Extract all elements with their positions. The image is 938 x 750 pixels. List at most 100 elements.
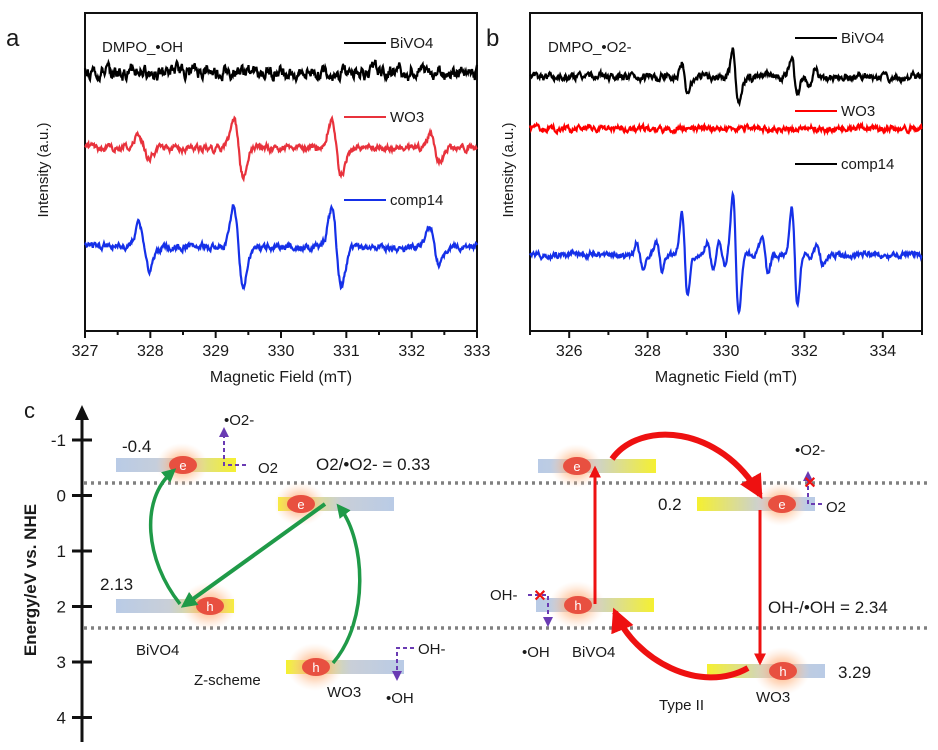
legend-label: BiVO4: [390, 35, 433, 52]
hole-icon: [302, 658, 330, 676]
electron-transfer-arrow: [609, 431, 763, 500]
hole-transfer-arrow: [611, 607, 750, 681]
panel-label-b: b: [486, 25, 499, 52]
electron-label: e: [778, 497, 785, 512]
traces-b: [528, 47, 924, 316]
x-tick-label: 327: [72, 343, 99, 360]
value-wo3-cb: 0.2: [658, 495, 682, 514]
x-tick-label: 332: [791, 343, 818, 360]
plot-frame-a: [84, 12, 478, 332]
legend-b: BiVO4 WO3 comp14: [795, 30, 894, 173]
x-tick-label: 328: [634, 343, 661, 360]
energy-tick-label: 1: [57, 542, 66, 561]
x-axis-label-a: Magnetic Field (mT): [210, 369, 352, 386]
product-o2-radical-z: •O2-: [224, 412, 254, 429]
x-tick-label: 330: [713, 343, 740, 360]
transfer-arrow: [148, 468, 182, 606]
legend-a: BiVO4 WO3 comp14: [344, 35, 443, 209]
energy-axis-label: Energy/eV vs. NHE: [21, 504, 40, 656]
scheme-label-z: Z-scheme: [194, 672, 261, 689]
product-oh-radical-z: •OH: [386, 690, 414, 707]
energy-tick-label: -1: [51, 431, 66, 450]
material-label-bivo4-z: BiVO4: [136, 642, 179, 659]
x-tick-label: 331: [333, 343, 360, 360]
electron-icon: [287, 495, 315, 513]
reactant-oh-t2: OH-: [490, 587, 518, 604]
reference-label-o2: O2/•O2- = 0.33: [316, 455, 430, 474]
hole-label: h: [206, 599, 213, 614]
type-ii-scheme: e h BiVO4 e 0.2 h 3.29 WO3 Type II: [490, 431, 871, 714]
hole-icon: [769, 662, 797, 680]
panel-a: a 327 328 329 330 331 332 333 DMPO_•OH Magneti…: [6, 12, 491, 386]
energy-tick-label: 2: [57, 598, 66, 617]
series-wo3-line: [528, 121, 923, 137]
hole-label: h: [574, 598, 581, 613]
series-bivo4-line: [529, 47, 924, 108]
transfer-arrow: [331, 503, 362, 665]
reaction-arrow-oh: [392, 647, 414, 681]
energy-ticks: -1 0 1 2 3 4: [51, 431, 92, 728]
panel-c: c -1 0 1 2 3 4 Energy/eV vs. NHE O2/•O2- = 0.…: [21, 398, 930, 742]
hole-icon: [564, 596, 592, 614]
x-tick-label: 332: [398, 343, 425, 360]
value-wo3-vb: 3.29: [838, 663, 871, 682]
y-axis-label-b: Intensity (a.u.): [500, 122, 517, 217]
x-tick-label: 333: [464, 343, 491, 360]
electron-label: e: [179, 458, 186, 473]
scheme-label-t2: Type II: [659, 697, 704, 714]
x-ticks-b: 326 328 330 332 334: [529, 331, 923, 360]
reactant-o2-t2: O2: [826, 499, 846, 516]
series-wo3-line: [84, 114, 478, 183]
energy-tick-label: 4: [57, 709, 66, 728]
hole-icon: [196, 597, 224, 615]
x-tick-label: 328: [137, 343, 164, 360]
reference-label-oh: OH-/•OH = 2.34: [768, 598, 888, 617]
energy-tick-label: 3: [57, 653, 66, 672]
material-label-bivo4-t2: BiVO4: [572, 644, 615, 661]
legend-label: BiVO4: [841, 30, 884, 47]
material-label-wo3-t2: WO3: [756, 689, 790, 706]
product-oh-radical-t2: •OH: [522, 644, 550, 661]
x-tick-label: 329: [202, 343, 229, 360]
reaction-arrow-o2-t2: [803, 471, 822, 505]
hole-label: h: [312, 660, 319, 675]
x-ticks-a: 327 328 329 330 331 332 333: [72, 331, 491, 360]
panel-label-a: a: [6, 25, 20, 52]
reactant-o2-z: O2: [258, 460, 278, 477]
legend-label: WO3: [390, 109, 424, 126]
z-scheme: e -0.4 h 2.13 BiVO4 e h WO3 Z-scheme: [100, 412, 446, 707]
hole-label: h: [779, 664, 786, 679]
blocked-x-icon: ✕: [803, 475, 816, 492]
panel-b: b 326 328 330 332 334 DMPO_•O2- Magnetic Fie…: [486, 12, 924, 386]
recombination-arrow: [180, 502, 327, 608]
x-tick-label: 330: [268, 343, 295, 360]
legend-label: comp14: [390, 192, 443, 209]
reaction-arrow-oh-t2: [528, 594, 553, 627]
traces-a: [83, 58, 479, 292]
electron-label: e: [297, 497, 304, 512]
product-o2-radical-t2: •O2-: [795, 442, 825, 459]
chart-title-a: DMPO_•OH: [102, 39, 183, 56]
x-axis-label-b: Magnetic Field (mT): [655, 369, 797, 386]
material-label-wo3-z: WO3: [327, 684, 361, 701]
legend-label: WO3: [841, 103, 875, 120]
x-tick-label: 334: [869, 343, 896, 360]
chart-title-b: DMPO_•O2-: [548, 39, 632, 56]
reaction-arrow-o2: [219, 427, 246, 466]
panel-label-c: c: [24, 398, 35, 423]
blocked-x-icon: ✕: [533, 588, 546, 605]
reactant-oh-z: OH-: [418, 641, 446, 658]
series-comp14-line: [84, 203, 479, 292]
electron-icon: [563, 457, 591, 475]
electron-label: e: [573, 459, 580, 474]
series-bivo4-line: [83, 58, 479, 85]
electron-icon: [768, 495, 796, 513]
energy-tick-label: 0: [57, 487, 66, 506]
axis-arrow-icon: [75, 405, 89, 420]
x-tick-label: 326: [556, 343, 583, 360]
y-axis-label-a: Intensity (a.u.): [35, 122, 52, 217]
series-comp14-line: [529, 189, 923, 316]
legend-label: comp14: [841, 156, 894, 173]
value-bivo4-cb: -0.4: [122, 437, 151, 456]
